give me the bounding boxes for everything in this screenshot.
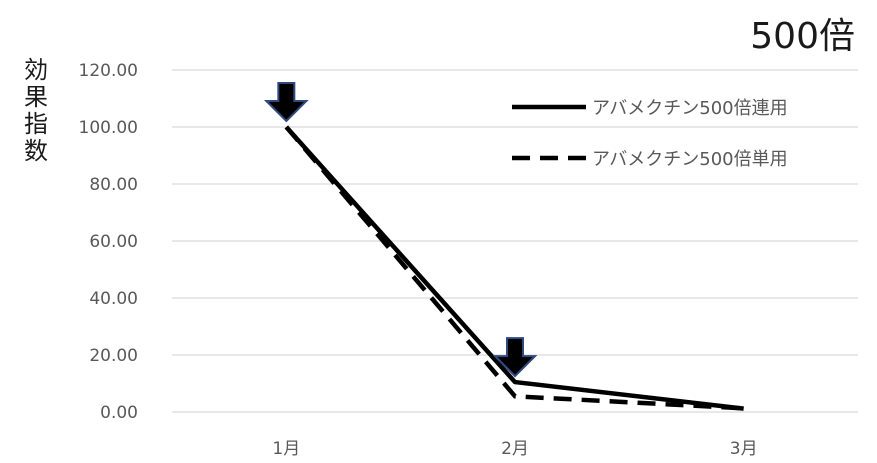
annotation-arrows	[263, 82, 538, 378]
y-tick-label: 120.00	[79, 61, 138, 81]
y-axis-label: 効果指数	[24, 56, 48, 165]
down-arrow-icon	[492, 337, 538, 378]
y-tick-label: 80.00	[89, 175, 138, 195]
y-tick-label: 100.00	[79, 118, 138, 138]
y-tick-label: 0.00	[100, 403, 138, 423]
x-tick-label: 2月	[501, 439, 529, 459]
y-tick-label: 40.00	[89, 289, 138, 309]
x-tick-label: 3月	[730, 439, 758, 459]
y-tick-labels: 0.00 20.00 40.00 60.00 80.00 100.00 120.00	[79, 61, 138, 423]
x-tick-labels: 1月 2月 3月	[272, 439, 757, 459]
chart-title: 500倍	[750, 16, 855, 57]
y-tick-label: 20.00	[89, 346, 138, 366]
series-lines	[284, 125, 744, 411]
legend-label-1: アバメクチン500倍連用	[592, 98, 788, 119]
down-arrow-icon	[263, 82, 309, 123]
y-tick-label: 60.00	[89, 232, 138, 252]
legend-label-2: アバメクチン500倍単用	[592, 149, 788, 170]
x-tick-label: 1月	[272, 439, 300, 459]
